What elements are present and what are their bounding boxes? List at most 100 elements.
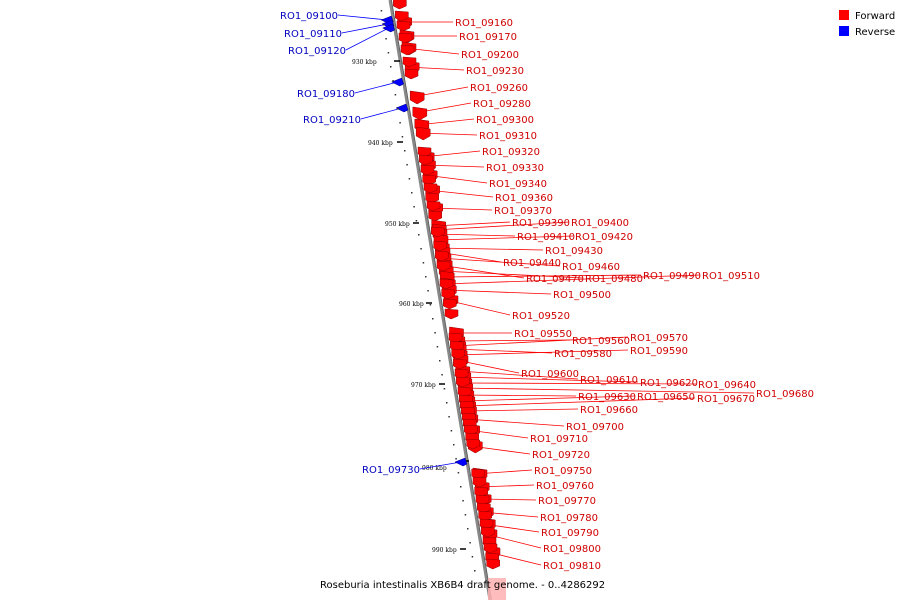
gene-feature-block[interactable] bbox=[395, 10, 409, 22]
gene-label-ro1-09420[interactable]: RO1_09420 bbox=[575, 232, 633, 243]
gene-label-ro1-09210[interactable]: RO1_09210 bbox=[303, 115, 361, 126]
gene-label-ro1-09230[interactable]: RO1_09230 bbox=[466, 66, 524, 77]
gene-label-ro1-09120[interactable]: RO1_09120 bbox=[288, 46, 346, 57]
gene-label-ro1-09180[interactable]: RO1_09180 bbox=[297, 89, 355, 100]
gene-label-ro1-09670[interactable]: RO1_09670 bbox=[697, 394, 755, 405]
gene-feature-block[interactable] bbox=[443, 298, 457, 310]
gene-label-ro1-09160[interactable]: RO1_09160 bbox=[455, 18, 513, 29]
gene-feature-block[interactable] bbox=[396, 20, 411, 32]
gene-label-ro1-09470[interactable]: RO1_09470 bbox=[526, 274, 584, 285]
gene-feature-ro1-09120[interactable] bbox=[382, 23, 395, 33]
gene-feature-block[interactable] bbox=[428, 210, 442, 222]
gene-label-ro1-09780[interactable]: RO1_09780 bbox=[540, 513, 598, 524]
gene-feature-block[interactable] bbox=[431, 226, 445, 238]
gene-label-ro1-09700[interactable]: RO1_09700 bbox=[566, 422, 624, 433]
gene-feature-block[interactable] bbox=[402, 56, 417, 68]
gene-label-ro1-09570[interactable]: RO1_09570 bbox=[630, 333, 688, 344]
gene-label-ro1-09680[interactable]: RO1_09680 bbox=[756, 389, 814, 400]
gene-feature-block[interactable] bbox=[393, 0, 407, 10]
gene-leader-line bbox=[337, 14, 388, 21]
gene-feature-block[interactable] bbox=[451, 348, 465, 360]
minor-tick bbox=[455, 458, 457, 460]
gene-feature-block[interactable] bbox=[441, 288, 455, 300]
gene-leader-line bbox=[463, 397, 696, 407]
gene-feature-block[interactable] bbox=[435, 250, 449, 262]
gene-label-ro1-09480[interactable]: RO1_09480 bbox=[585, 274, 643, 285]
gene-label-ro1-09110[interactable]: RO1_09110 bbox=[284, 29, 342, 40]
gene-label-ro1-09370[interactable]: RO1_09370 bbox=[494, 206, 552, 217]
gene-leader-line bbox=[459, 382, 697, 385]
gene-leader-line bbox=[453, 336, 629, 347]
gene-feature-block[interactable] bbox=[444, 308, 459, 320]
gene-label-ro1-09520[interactable]: RO1_09520 bbox=[512, 311, 570, 322]
gene-label-ro1-09730[interactable]: RO1_09730 bbox=[362, 465, 420, 476]
gene-label-ro1-09640[interactable]: RO1_09640 bbox=[698, 380, 756, 391]
gene-feature-block[interactable] bbox=[433, 240, 447, 252]
gene-label-ro1-09430[interactable]: RO1_09430 bbox=[545, 246, 603, 257]
gene-label-ro1-09720[interactable]: RO1_09720 bbox=[532, 450, 590, 461]
gene-feature-ro1-09280[interactable] bbox=[412, 106, 428, 121]
gene-label-ro1-09200[interactable]: RO1_09200 bbox=[461, 50, 519, 61]
gene-feature-block[interactable] bbox=[398, 32, 413, 44]
gene-label-ro1-09340[interactable]: RO1_09340 bbox=[489, 179, 547, 190]
gene-feature-ro1-09180[interactable] bbox=[391, 77, 404, 87]
gene-label-ro1-09390[interactable]: RO1_09390 bbox=[512, 218, 570, 229]
gene-feature-block[interactable] bbox=[423, 182, 438, 194]
gene-label-ro1-09280[interactable]: RO1_09280 bbox=[473, 99, 531, 110]
gene-label-ro1-09550[interactable]: RO1_09550 bbox=[514, 329, 572, 340]
gene-label-ro1-09620[interactable]: RO1_09620 bbox=[640, 378, 698, 389]
gene-label-ro1-09100[interactable]: RO1_09100 bbox=[280, 11, 338, 22]
gene-label-ro1-09260[interactable]: RO1_09260 bbox=[470, 83, 528, 94]
gene-label-ro1-09590[interactable]: RO1_09590 bbox=[630, 346, 688, 357]
gene-label-ro1-09610[interactable]: RO1_09610 bbox=[580, 375, 638, 386]
gene-feature-block[interactable] bbox=[436, 260, 451, 272]
gene-feature-block[interactable] bbox=[481, 526, 495, 538]
gene-feature-block[interactable] bbox=[404, 68, 419, 80]
gene-feature-ro1-09210[interactable] bbox=[395, 103, 409, 113]
gene-label-ro1-09660[interactable]: RO1_09660 bbox=[580, 405, 638, 416]
gene-feature-block[interactable] bbox=[472, 476, 487, 488]
gene-feature-block[interactable] bbox=[420, 164, 435, 176]
gene-label-ro1-09790[interactable]: RO1_09790 bbox=[541, 528, 599, 539]
gene-label-ro1-09330[interactable]: RO1_09330 bbox=[486, 163, 544, 174]
gene-feature-block[interactable] bbox=[426, 200, 441, 212]
gene-feature-block[interactable] bbox=[486, 558, 500, 570]
gene-label-ro1-09770[interactable]: RO1_09770 bbox=[538, 496, 596, 507]
gene-label-ro1-09810[interactable]: RO1_09810 bbox=[543, 561, 601, 572]
gene-label-ro1-09490[interactable]: RO1_09490 bbox=[643, 271, 701, 282]
gene-label-ro1-09630[interactable]: RO1_09630 bbox=[578, 392, 636, 403]
gene-label-ro1-09760[interactable]: RO1_09760 bbox=[536, 481, 594, 492]
minor-tick bbox=[397, 108, 399, 110]
gene-label-ro1-09460[interactable]: RO1_09460 bbox=[562, 262, 620, 273]
gene-label-ro1-09800[interactable]: RO1_09800 bbox=[543, 544, 601, 555]
axis-tick-label: 990 kbp bbox=[432, 547, 457, 554]
gene-label-ro1-09710[interactable]: RO1_09710 bbox=[530, 434, 588, 445]
gene-feature-ro1-09260[interactable] bbox=[409, 90, 425, 105]
gene-label-ro1-09320[interactable]: RO1_09320 bbox=[482, 147, 540, 158]
gene-label-ro1-09300[interactable]: RO1_09300 bbox=[476, 115, 534, 126]
legend: Forward Reverse bbox=[839, 10, 895, 38]
gene-feature-block[interactable] bbox=[456, 376, 470, 388]
gene-feature-block[interactable] bbox=[483, 542, 498, 554]
gene-feature-block[interactable] bbox=[419, 154, 433, 166]
gene-feature-ro1-09310[interactable] bbox=[415, 126, 431, 141]
gene-feature-block[interactable] bbox=[439, 278, 454, 290]
gene-feature-ro1-09730[interactable] bbox=[454, 457, 468, 467]
gene-label-ro1-09560[interactable]: RO1_09560 bbox=[572, 336, 630, 347]
gene-label-ro1-09400[interactable]: RO1_09400 bbox=[571, 218, 629, 229]
gene-label-ro1-09650[interactable]: RO1_09650 bbox=[637, 392, 695, 403]
gene-feature-block[interactable] bbox=[453, 358, 467, 370]
gene-label-ro1-09410[interactable]: RO1_09410 bbox=[517, 232, 575, 243]
gene-feature-block[interactable] bbox=[466, 438, 480, 450]
gene-feature-block[interactable] bbox=[400, 44, 415, 56]
gene-label-ro1-09510[interactable]: RO1_09510 bbox=[702, 271, 760, 282]
gene-label-ro1-09500[interactable]: RO1_09500 bbox=[553, 290, 611, 301]
gene-label-ro1-09440[interactable]: RO1_09440 bbox=[503, 258, 561, 269]
gene-label-ro1-09750[interactable]: RO1_09750 bbox=[534, 466, 592, 477]
minor-tick bbox=[420, 248, 422, 250]
gene-label-ro1-09170[interactable]: RO1_09170 bbox=[459, 32, 517, 43]
gene-label-ro1-09310[interactable]: RO1_09310 bbox=[479, 131, 537, 142]
gene-label-ro1-09600[interactable]: RO1_09600 bbox=[521, 369, 579, 380]
gene-label-ro1-09360[interactable]: RO1_09360 bbox=[495, 193, 553, 204]
gene-label-ro1-09580[interactable]: RO1_09580 bbox=[554, 349, 612, 360]
